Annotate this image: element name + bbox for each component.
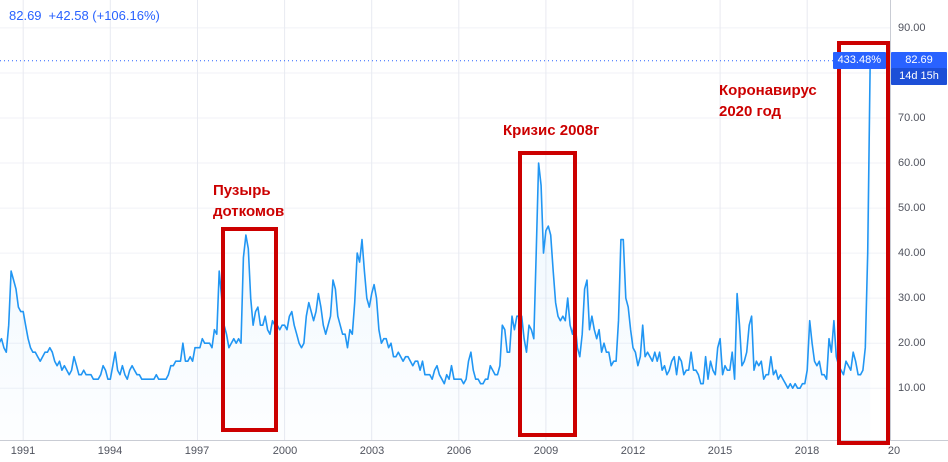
time-tick-label: 1997 bbox=[184, 445, 210, 457]
annotation-label-covid-2020[interactable]: Коронавирус 2020 год bbox=[719, 82, 817, 120]
annotation-box-covid-2020[interactable] bbox=[837, 41, 890, 445]
symbol-legend: 82.69 +42.58 (+106.16%) bbox=[9, 8, 160, 23]
price-tick-label: 40.00 bbox=[898, 247, 926, 259]
annotation-label-dotcom-bubble[interactable]: Пузырь доткомов bbox=[213, 182, 285, 220]
percent-change-badge: 433.48% bbox=[832, 52, 886, 69]
price-tick-label: 90.00 bbox=[898, 22, 926, 34]
annotation-box-dotcom-bubble[interactable] bbox=[221, 227, 278, 432]
time-tick-label: 2015 bbox=[707, 445, 733, 457]
time-axis[interactable]: 1991 1994 1997 2000 2003 2006 2009 2012 2015 2018… bbox=[0, 440, 948, 462]
time-tick-label: 2018 bbox=[794, 445, 820, 457]
time-tick-label: 20 bbox=[887, 445, 901, 457]
last-price: 82.69 bbox=[9, 8, 42, 23]
price-tick-label: 10.00 bbox=[898, 382, 926, 394]
current-price-badge: 82.69 bbox=[891, 52, 947, 69]
time-tick-label: 2006 bbox=[446, 445, 472, 457]
time-tick-label: 2012 bbox=[620, 445, 646, 457]
price-tick-label: 50.00 bbox=[898, 202, 926, 214]
bar-countdown-badge: 14d 15h bbox=[891, 68, 947, 85]
series-area-fill bbox=[0, 60, 871, 440]
annotation-box-2008-crisis[interactable] bbox=[518, 151, 577, 437]
series-line bbox=[0, 60, 871, 389]
time-tick-label: 2009 bbox=[533, 445, 559, 457]
time-tick-label: 2000 bbox=[272, 445, 298, 457]
time-tick-label: 1994 bbox=[97, 445, 123, 457]
annotation-label-2008-crisis[interactable]: Кризис 2008г bbox=[503, 122, 600, 139]
time-tick-label: 1991 bbox=[10, 445, 36, 457]
time-tick-label: 2003 bbox=[359, 445, 385, 457]
price-tick-label: 30.00 bbox=[898, 292, 926, 304]
price-tick-label: 70.00 bbox=[898, 112, 926, 124]
price-change: +42.58 (+106.16%) bbox=[48, 8, 160, 23]
chart-plot-area[interactable] bbox=[0, 0, 890, 440]
price-tick-label: 20.00 bbox=[898, 337, 926, 349]
price-tick-label: 60.00 bbox=[898, 157, 926, 169]
